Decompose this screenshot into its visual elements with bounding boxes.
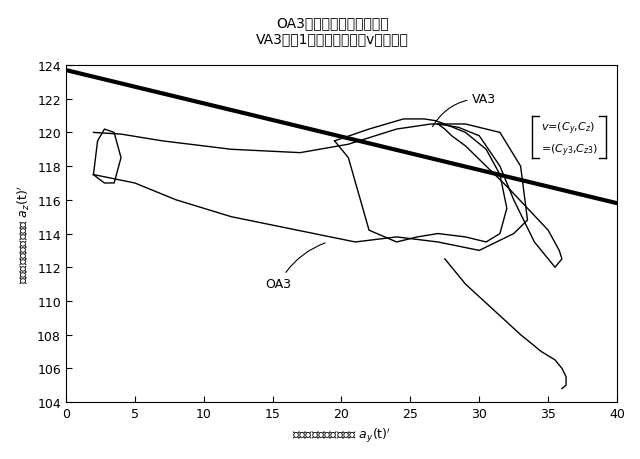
Text: OA3：加速度プロファイル: OA3：加速度プロファイル	[276, 16, 389, 30]
Text: $v$=($C_y$,$C_z$): $v$=($C_y$,$C_z$)	[541, 121, 595, 137]
Text: OA3: OA3	[266, 243, 325, 291]
Text: =($C_{y3}$,$C_{z3}$): =($C_{y3}$,$C_{z3}$)	[541, 143, 598, 159]
Text: VA3：第1主成分ベクトルvを表す軸: VA3：第1主成分ベクトルvを表す軸	[257, 32, 409, 46]
X-axis label: 前後方向平滑化加速度 $a_y$(t)$'$: 前後方向平滑化加速度 $a_y$(t)$'$	[292, 425, 391, 444]
Text: VA3: VA3	[433, 93, 497, 127]
Y-axis label: 上下方向平滑化加速度 $a_z$(t)$'$: 上下方向平滑化加速度 $a_z$(t)$'$	[15, 185, 31, 283]
